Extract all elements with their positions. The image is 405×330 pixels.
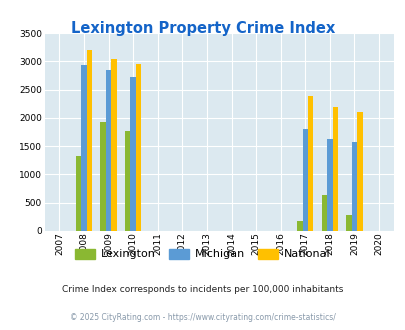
Bar <box>106 70 111 231</box>
Bar <box>111 59 116 231</box>
Text: Lexington Property Crime Index: Lexington Property Crime Index <box>71 21 334 36</box>
Bar <box>321 195 326 231</box>
Bar <box>76 156 81 231</box>
Bar <box>136 64 141 231</box>
Bar <box>356 112 362 231</box>
Bar <box>326 139 332 231</box>
Text: Crime Index corresponds to incidents per 100,000 inhabitants: Crime Index corresponds to incidents per… <box>62 285 343 294</box>
Bar <box>81 65 87 231</box>
Bar <box>302 129 307 231</box>
Bar <box>351 142 356 231</box>
Legend: Lexington, Michigan, National: Lexington, Michigan, National <box>71 244 334 264</box>
Bar <box>296 221 302 231</box>
Bar <box>332 107 337 231</box>
Bar <box>345 214 351 231</box>
Bar <box>100 122 106 231</box>
Bar <box>307 96 313 231</box>
Bar <box>125 131 130 231</box>
Bar <box>87 50 92 231</box>
Text: © 2025 CityRating.com - https://www.cityrating.com/crime-statistics/: © 2025 CityRating.com - https://www.city… <box>70 313 335 322</box>
Bar <box>130 77 136 231</box>
